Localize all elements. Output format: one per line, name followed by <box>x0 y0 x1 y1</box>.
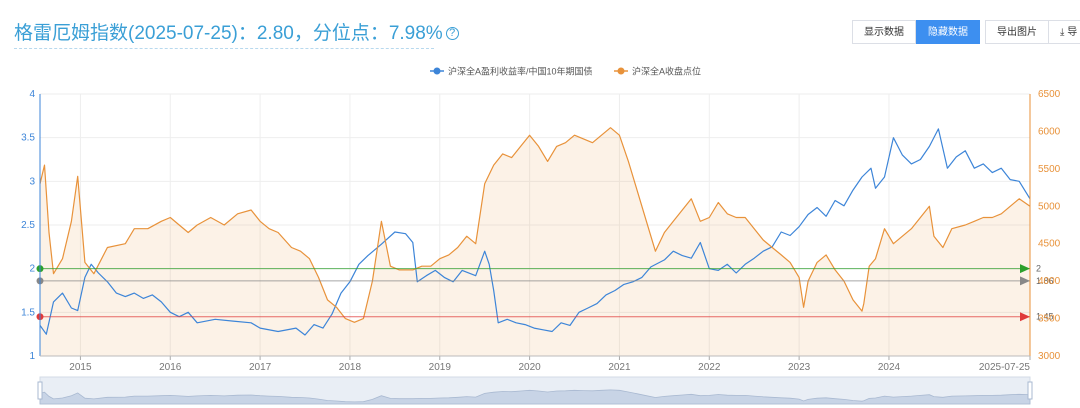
reference-line-start-marker <box>36 265 44 273</box>
legend-marker <box>617 67 625 75</box>
reference-line-label: 2 <box>1036 264 1041 274</box>
reference-line-label: 1.45 <box>1036 312 1054 322</box>
zoom-slider-preview <box>39 389 1031 405</box>
title-text: 格雷厄姆指数(2025-07-25)：2.80，分位点：7.98% <box>14 23 443 44</box>
y-left-tick-label: 1 <box>29 351 35 362</box>
y-right-tick-label: 3000 <box>1038 351 1061 362</box>
y-right-tick-label: 5500 <box>1038 164 1061 175</box>
x-tick-label: 2019 <box>429 362 452 373</box>
y-left-tick-label: 4 <box>29 89 35 100</box>
x-tick-label: 2022 <box>698 362 721 373</box>
y-right-tick-label: 6500 <box>1038 89 1061 100</box>
series-area-index <box>40 127 1030 356</box>
legend-label: 沪深全A收盘点位 <box>632 66 701 77</box>
x-tick-label: 2020 <box>518 362 541 373</box>
export-button-partial-label: 导 <box>1067 27 1078 38</box>
title-underline <box>14 48 434 49</box>
legend: 沪深全A盈利收益率/中国10年期国债 沪深全A收盘点位 <box>430 66 701 77</box>
reference-line-label: 1.86 <box>1036 276 1054 286</box>
download-icon: ⤓ <box>1060 27 1065 38</box>
reference-line-arrow <box>1020 276 1030 286</box>
y-right-tick-label: 5000 <box>1038 201 1061 212</box>
data-toggle-group: 显示数据 隐藏数据 <box>852 20 980 44</box>
help-icon[interactable]: ? <box>445 27 459 41</box>
index-area <box>40 127 1030 356</box>
reference-line-arrow <box>1020 264 1030 274</box>
x-tick-label: 2023 <box>788 362 811 373</box>
zoom-slider-track[interactable] <box>39 376 1031 405</box>
export-button-partial[interactable]: ⤓ 导 <box>1048 20 1080 44</box>
x-tick-label: 2017 <box>249 362 272 373</box>
reference-line-start-marker <box>36 313 44 321</box>
x-tick-label: 2018 <box>339 362 362 373</box>
y-left-tick-label: 2 <box>29 264 35 275</box>
reference-line-arrow <box>1020 312 1030 322</box>
y-left-tick-label: 3 <box>29 176 35 187</box>
y-left-tick-label: 2.5 <box>21 220 35 231</box>
x-tick-label: 2021 <box>608 362 631 373</box>
page-title: 格雷厄姆指数(2025-07-25)：2.80，分位点：7.98%? <box>14 18 459 45</box>
zoom-slider <box>37 376 1033 405</box>
zoom-handle-left[interactable] <box>37 381 43 400</box>
axes: 1 1.5 2 2.5 3 3.5 4 3000 3500 4000 4500 5000 5500 600… <box>21 89 1061 373</box>
show-data-button[interactable]: 显示数据 <box>852 20 916 44</box>
x-tick-label: 2015 <box>69 362 92 373</box>
x-tick-label: 2024 <box>878 362 901 373</box>
y-left-tick-label: 1.5 <box>21 307 35 318</box>
y-right-tick-label: 4500 <box>1038 239 1061 250</box>
hide-data-button[interactable]: 隐藏数据 <box>916 20 980 44</box>
legend-marker <box>433 67 441 75</box>
zoom-handle-right[interactable] <box>1027 381 1033 400</box>
legend-label: 沪深全A盈利收益率/中国10年期国债 <box>448 66 593 77</box>
reference-lines: 2 1.86 1.45 <box>36 264 1054 322</box>
series-line-index-close <box>39 127 1031 323</box>
y-left-tick-label: 3.5 <box>21 133 35 144</box>
x-tick-label: 2016 <box>159 362 182 373</box>
y-right-tick-label: 6000 <box>1038 126 1061 137</box>
export-image-button[interactable]: 导出图片 <box>985 20 1049 44</box>
y-right-tick-label: 3500 <box>1038 314 1061 325</box>
y-right-tick-label: 4000 <box>1038 276 1061 287</box>
x-tick-label: 2025-07-25 <box>979 362 1031 373</box>
series-lines <box>39 127 1031 336</box>
grid-lines <box>40 93 1031 357</box>
series-line-earnings-yield-ratio <box>39 128 1031 336</box>
reference-line-start-marker <box>36 277 44 285</box>
